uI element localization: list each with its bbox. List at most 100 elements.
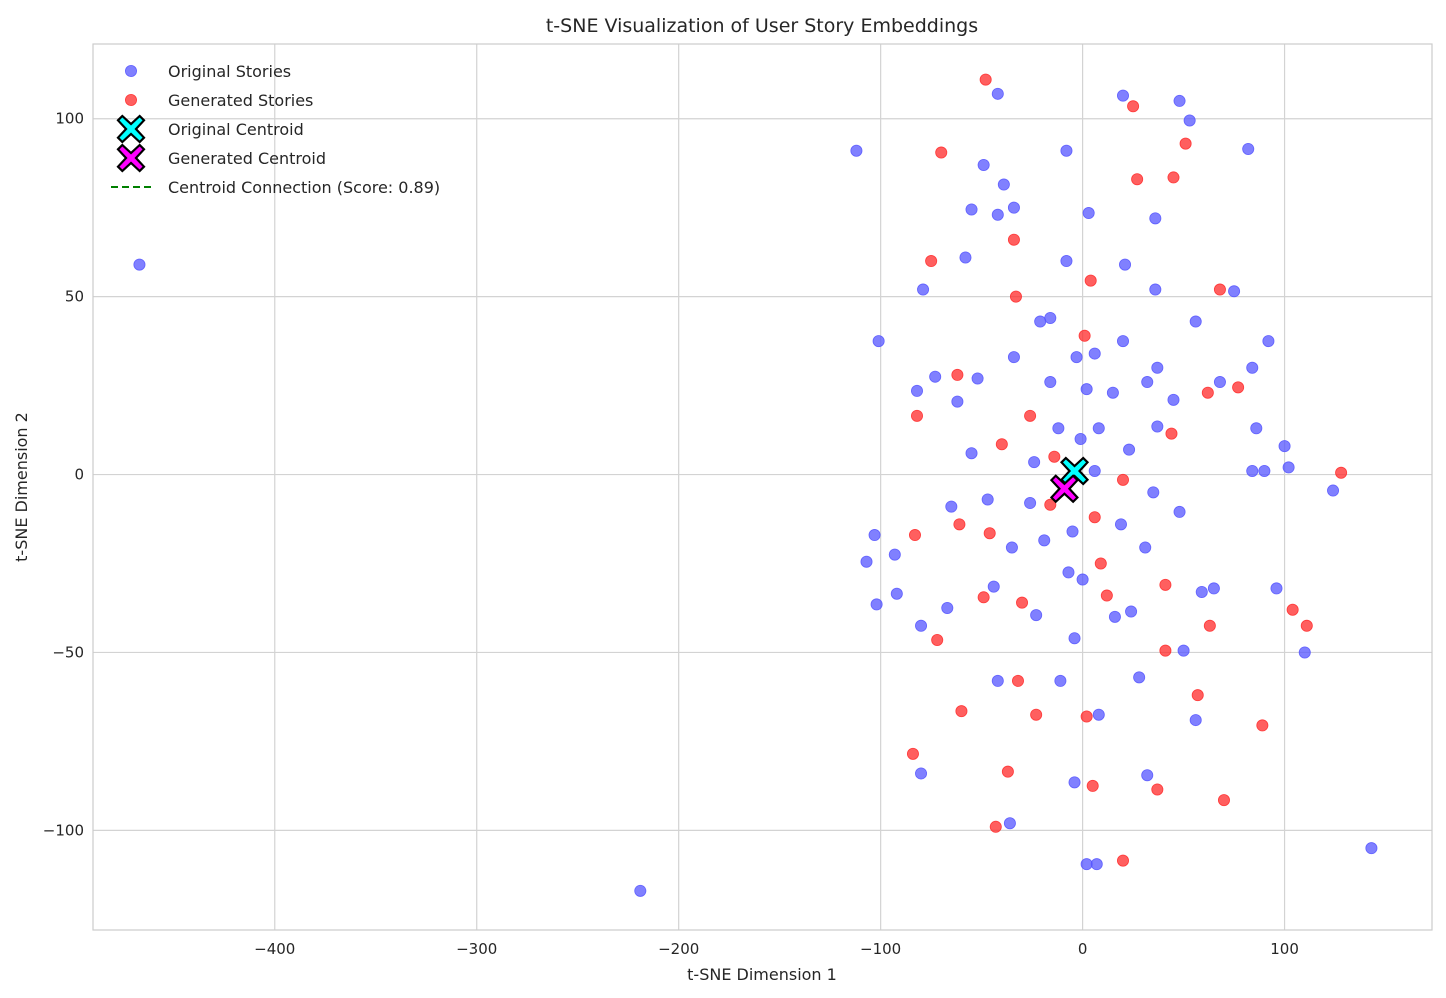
- generated-stories-point: [1086, 779, 1099, 792]
- y-axis-ticks: −100 −50 0 50 100: [43, 110, 84, 840]
- generated-stories-point: [1179, 137, 1192, 150]
- original-stories-point: [951, 395, 964, 408]
- generated-stories-point: [1300, 619, 1313, 632]
- original-stories-point: [1044, 376, 1057, 389]
- generated-stories-point: [1100, 589, 1113, 602]
- original-stories-point: [860, 555, 873, 568]
- original-stories-point: [1298, 646, 1311, 659]
- generated-stories-point: [1335, 466, 1348, 479]
- generated-stories-point: [983, 527, 996, 540]
- generated-stories-point: [1127, 100, 1140, 113]
- original-stories-point: [991, 87, 1004, 100]
- original-stories-point: [1149, 212, 1162, 225]
- x-tick-label: 0: [1078, 940, 1088, 958]
- original-stories-point: [1117, 89, 1130, 102]
- original-stories-point: [890, 587, 903, 600]
- original-stories-point: [1173, 94, 1186, 107]
- original-stories-point: [915, 767, 928, 780]
- generated-stories-series: [906, 73, 1348, 867]
- original-stories-point: [915, 619, 928, 632]
- grid: [93, 44, 1432, 930]
- original-stories-point: [997, 178, 1010, 191]
- legend-swatch: [125, 94, 138, 107]
- original-stories-point: [1108, 610, 1121, 623]
- generated-stories-point: [906, 747, 919, 760]
- original-stories-point: [1246, 361, 1259, 374]
- generated-stories-point: [995, 438, 1008, 451]
- original-stories-point: [1195, 585, 1208, 598]
- original-stories-point: [1365, 842, 1378, 855]
- original-stories-point: [1183, 114, 1196, 127]
- generated-stories-point: [1016, 596, 1029, 609]
- generated-stories-point: [1080, 710, 1093, 723]
- generated-centroid-marker: [1049, 474, 1079, 504]
- original-stories-point: [1151, 361, 1164, 374]
- original-stories-point: [1005, 541, 1018, 554]
- original-stories-point: [1003, 817, 1016, 830]
- original-stories-point: [1082, 207, 1095, 220]
- original-stories-point: [1258, 464, 1271, 477]
- generated-stories-point: [1094, 557, 1107, 570]
- legend-item-original-stories: Original Stories: [125, 62, 291, 81]
- original-stories-point: [1147, 486, 1160, 499]
- original-stories-point: [1133, 671, 1146, 684]
- generated-stories-point: [1044, 498, 1057, 511]
- original-stories-point: [870, 598, 883, 611]
- original-stories-point: [1228, 285, 1241, 298]
- generated-stories-point: [1213, 283, 1226, 296]
- generated-stories-point: [1001, 765, 1014, 778]
- original-stories-point: [1076, 573, 1089, 586]
- legend-item-original-centroid: Original Centroid: [116, 114, 304, 144]
- y-tick-label: 0: [74, 466, 84, 484]
- original-stories-point: [929, 370, 942, 383]
- generated-stories-point: [908, 529, 921, 542]
- original-stories-point: [1250, 422, 1263, 435]
- original-stories-point: [911, 384, 924, 397]
- original-stories-point: [1242, 142, 1255, 155]
- original-stories-point: [1007, 351, 1020, 364]
- x-tick-label: −400: [254, 940, 295, 958]
- original-stories-point: [1066, 525, 1079, 538]
- generated-stories-point: [1048, 450, 1061, 463]
- plot-frame: [92, 43, 1433, 931]
- original-stories-point: [1270, 582, 1283, 595]
- original-stories-point: [872, 335, 885, 348]
- y-tick-label: 50: [65, 288, 84, 306]
- legend-label: Original Centroid: [168, 120, 304, 139]
- original-stories-point: [1088, 464, 1101, 477]
- original-stories-point: [1189, 315, 1202, 328]
- y-tick-label: −50: [52, 643, 84, 661]
- original-stories-point: [1114, 518, 1127, 531]
- original-stories-point: [1038, 534, 1051, 547]
- original-stories-point: [133, 258, 146, 271]
- original-stories-point: [888, 548, 901, 561]
- original-stories-point: [1090, 858, 1103, 871]
- generated-stories-point: [911, 409, 924, 422]
- generated-stories-point: [1024, 409, 1037, 422]
- original-stories-point: [1149, 283, 1162, 296]
- legend-swatch: [125, 65, 138, 78]
- original-stories-series: [133, 87, 1378, 897]
- original-stories-point: [1052, 422, 1065, 435]
- original-stories-point: [1070, 351, 1083, 364]
- generated-stories-point: [1030, 708, 1043, 721]
- legend: Original Stories Generated Stories Origina…: [111, 62, 440, 197]
- original-stories-point: [1207, 582, 1220, 595]
- generated-stories-point: [935, 146, 948, 159]
- generated-stories-point: [1256, 719, 1269, 732]
- original-stories-point: [1213, 376, 1226, 389]
- generated-stories-point: [1286, 603, 1299, 616]
- generated-stories-point: [1201, 386, 1214, 399]
- generated-stories-point: [1232, 381, 1245, 394]
- original-stories-point: [1139, 541, 1152, 554]
- original-stories-point: [1034, 315, 1047, 328]
- x-tick-label: −100: [860, 940, 901, 958]
- x-axis-title: t-SNE Dimension 1: [687, 965, 837, 984]
- original-stories-point: [1068, 776, 1081, 789]
- original-stories-point: [971, 372, 984, 385]
- original-stories-point: [917, 283, 930, 296]
- generated-stories-point: [1217, 794, 1230, 807]
- generated-stories-point: [1117, 473, 1130, 486]
- x-tick-label: 100: [1270, 940, 1299, 958]
